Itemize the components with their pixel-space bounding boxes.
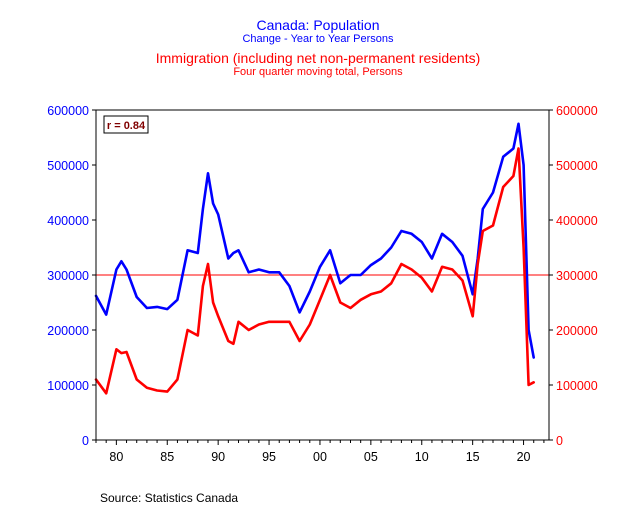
y-tick-label-right: 0	[556, 434, 563, 448]
chart-subtitle-immigration: Four quarter moving total, Persons	[233, 66, 403, 78]
x-tick-label: 05	[364, 450, 378, 464]
x-tick-label: 85	[160, 450, 174, 464]
series-line-population	[94, 122, 536, 359]
chart-title-population: Canada: Population	[256, 17, 380, 33]
annotation-text: r = 0.84	[107, 120, 146, 132]
x-tick-label: 90	[211, 450, 225, 464]
x-tick-label: 10	[415, 450, 429, 464]
chart-subtitle-population: Change - Year to Year Persons	[242, 33, 394, 45]
x-tick-label: 20	[517, 450, 531, 464]
y-tick-label-right: 200000	[556, 324, 598, 338]
y-tick-label-left: 500000	[47, 159, 89, 173]
y-tick-label-right: 300000	[556, 269, 598, 283]
y-tick-label-right: 400000	[556, 214, 598, 228]
chart-title-immigration: Immigration (including net non-permanent…	[155, 50, 481, 66]
y-tick-label-left: 100000	[47, 379, 89, 393]
correlation-annotation: r = 0.84	[103, 115, 149, 134]
y-tick-label-right: 600000	[556, 104, 598, 118]
y-tick-label-left: 200000	[47, 324, 89, 338]
series-line-immigration	[94, 147, 536, 395]
x-tick-label: 00	[313, 450, 327, 464]
x-tick-label: 15	[466, 450, 480, 464]
x-tick-label: 80	[109, 450, 123, 464]
y-tick-label-left: 600000	[47, 104, 89, 118]
y-tick-label-left: 0	[82, 434, 89, 448]
x-tick-label: 95	[262, 450, 276, 464]
source-note: Source: Statistics Canada	[100, 491, 239, 505]
y-tick-label-right: 500000	[556, 159, 598, 173]
y-tick-label-left: 300000	[47, 269, 89, 283]
chart-titles: Canada: Population Change - Year to Year…	[0, 17, 636, 79]
y-tick-label-right: 100000	[556, 379, 598, 393]
y-tick-label-left: 400000	[47, 214, 89, 228]
